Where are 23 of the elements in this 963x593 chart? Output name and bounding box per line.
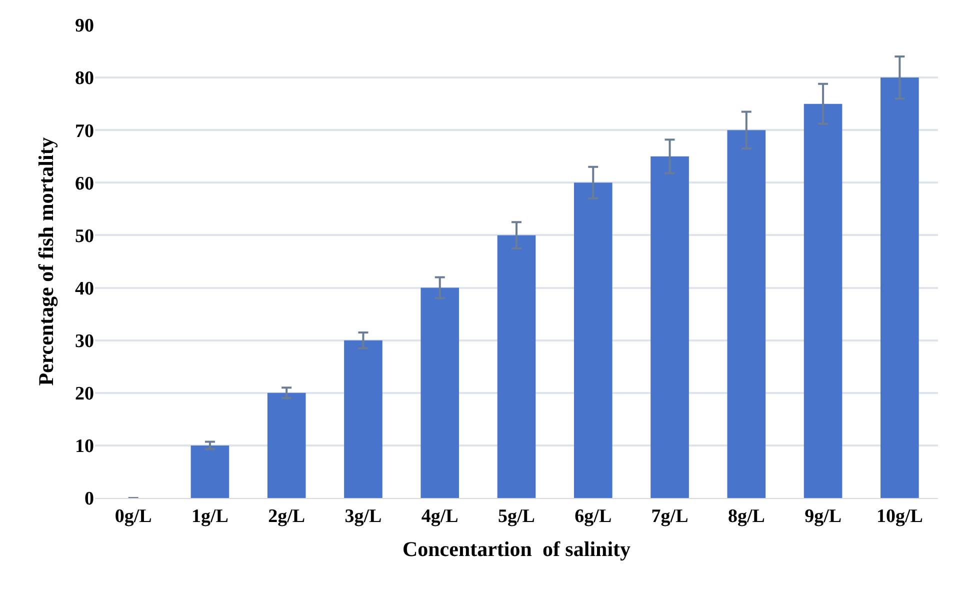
x-tick-label: 0g/L bbox=[114, 506, 152, 527]
y-tick-label: 20 bbox=[75, 384, 94, 405]
y-tick-label: 50 bbox=[75, 226, 94, 247]
y-tick-label: 30 bbox=[75, 330, 94, 352]
y-axis-title: Percentage of fish mortality bbox=[34, 136, 58, 386]
x-tick-label: 9g/L bbox=[804, 506, 842, 527]
x-tick-label: 2g/L bbox=[268, 506, 306, 527]
x-tick-label: 8g/L bbox=[728, 506, 765, 527]
x-tick-label: 4g/L bbox=[421, 506, 458, 527]
y-tick-label: 40 bbox=[75, 278, 94, 300]
y-tick-label: 70 bbox=[75, 120, 94, 142]
y-tick-label: 90 bbox=[75, 16, 94, 37]
x-tick-label: 3g/L bbox=[344, 506, 382, 527]
x-axis-title: Concentartion of salinity bbox=[402, 537, 632, 561]
x-tick-label: 7g/L bbox=[651, 506, 688, 527]
x-tick-label: 6g/L bbox=[574, 506, 612, 527]
y-tick-label: 0 bbox=[84, 488, 94, 510]
y-tick-label: 80 bbox=[75, 68, 94, 90]
x-tick-label: 10g/L bbox=[876, 506, 923, 527]
x-tick-label: 1g/L bbox=[191, 506, 228, 527]
y-tick-label: 60 bbox=[75, 173, 94, 194]
x-tick-label: 5g/L bbox=[498, 506, 535, 527]
y-tick-label: 10 bbox=[75, 436, 94, 458]
